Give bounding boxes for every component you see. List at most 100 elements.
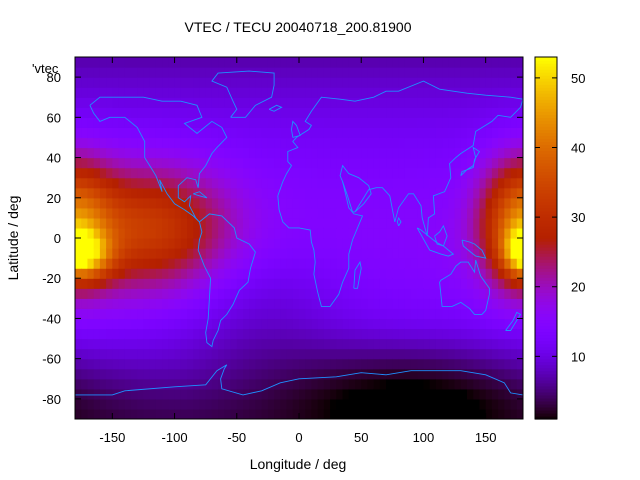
heatmap-cell [205,127,213,139]
heatmap-cell [348,338,356,350]
heatmap-cell [423,97,431,108]
heatmap-cell [286,278,294,289]
heatmap-cell [137,258,145,269]
heatmap-cell [467,127,474,139]
heatmap-cell [417,308,425,320]
heatmap-cell [205,87,213,98]
heatmap-cell [205,348,213,360]
heatmap-cell [292,268,300,279]
heatmap-cell [336,378,344,390]
heatmap-cell [473,358,481,370]
heatmap-cell [454,177,462,189]
heatmap-cell [249,197,257,209]
heatmap-cell [299,117,306,128]
heatmap-cell [491,338,499,350]
heatmap-cell [448,217,456,229]
heatmap-cell [342,187,350,199]
heatmap-cell [224,77,232,88]
heatmap-cell [180,348,188,360]
colorbar-band [535,168,557,173]
heatmap-cell [411,197,418,209]
heatmap-cell [473,117,481,128]
heatmap-cell [392,328,400,340]
colorbar-tick-label: 40 [571,141,585,156]
heatmap-cell [404,137,412,149]
heatmap-cell [473,217,481,229]
heatmap-cell [236,157,244,169]
heatmap-cell [429,258,437,269]
heatmap-cell [454,378,462,390]
heatmap-cell [510,238,518,249]
heatmap-cell [230,328,238,340]
heatmap-cell [516,368,523,380]
heatmap-cell [137,187,145,199]
heatmap-cell [386,338,393,350]
heatmap-cell [224,127,232,139]
heatmap-cell [267,177,275,189]
heatmap-cell [99,67,107,78]
heatmap-cell [149,107,157,118]
heatmap-cell [460,157,468,169]
heatmap-cell [510,57,518,68]
heatmap-cell [417,207,425,219]
heatmap-cell [516,398,523,410]
heatmap-cell [199,137,207,149]
heatmap-cell [510,338,518,350]
heatmap-cell [255,398,263,410]
heatmap-cell [255,388,263,400]
heatmap-cell [261,358,269,370]
heatmap-cell [348,308,356,320]
heatmap-cell [143,368,151,380]
heatmap-cell [330,147,337,159]
heatmap-cell [454,197,462,209]
heatmap-cell [379,258,387,269]
heatmap-cell [211,157,219,169]
heatmap-cell [193,97,201,108]
heatmap-cell [411,308,418,320]
heatmap-cell [292,227,300,239]
heatmap-cell [174,378,182,390]
heatmap-cell [435,197,443,209]
heatmap-cell [373,278,381,289]
colorbar-band [535,328,557,333]
heatmap-cell [249,368,257,380]
heatmap-cell [224,248,232,259]
heatmap-cell [417,57,425,68]
heatmap-cell [417,338,425,350]
heatmap-cell [155,278,163,289]
heatmap-cell [187,338,194,350]
heatmap-cell [417,288,425,299]
heatmap-cell [498,137,505,149]
heatmap-cell [355,127,362,139]
heatmap-cell [193,298,201,309]
colorbar-band [535,325,557,330]
heatmap-cell [429,238,437,249]
heatmap-cell [336,137,344,149]
heatmap-cell [230,207,238,219]
heatmap-cell [261,268,269,279]
heatmap-cell [305,398,313,410]
heatmap-cell [168,398,176,410]
heatmap-cell [99,368,107,380]
heatmap-cell [143,388,151,400]
heatmap-cell [149,368,157,380]
heatmap-cell [448,328,456,340]
heatmap-cell [454,117,462,128]
heatmap-cell [404,408,412,419]
heatmap-cell [460,348,468,360]
heatmap-cell [292,338,300,350]
heatmap-cell [392,157,400,169]
heatmap-cell [417,197,425,209]
heatmap-cell [491,268,499,279]
heatmap-cell [454,368,462,380]
heatmap-cell [149,288,157,299]
x-tick-label: 0 [295,430,302,445]
heatmap-cell [404,177,412,189]
y-tick-label: 40 [47,151,61,166]
heatmap-cell [280,298,288,309]
heatmap-cell [448,338,456,350]
heatmap-cell [404,278,412,289]
heatmap-cell [491,238,499,249]
heatmap-cell [516,77,523,88]
heatmap-cell [118,298,126,309]
